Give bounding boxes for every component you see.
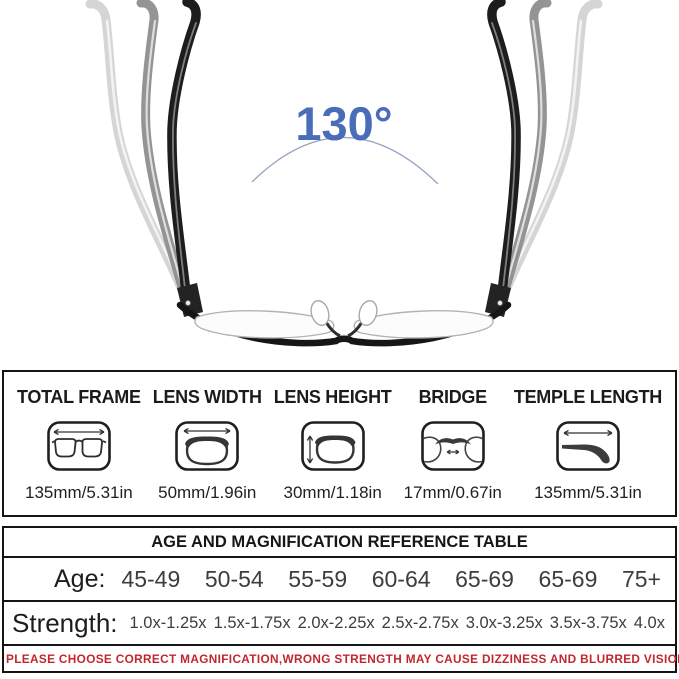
left-lens (194, 310, 335, 339)
left-temple-arms (85, 0, 201, 307)
lens-height-value: 30mm/1.18in (283, 483, 382, 502)
bridge-label: BRIDGE (418, 387, 488, 407)
strength-row-label: Strength: (12, 607, 118, 638)
measurement-total-frame: TOTAL FRAME 135mm/5.31in (17, 372, 141, 515)
strength-range: 3.5x-3.75x (549, 613, 627, 632)
age-range: 50-54 (204, 565, 264, 592)
measurement-bridge: BRIDGE 17mm/0.67in (404, 372, 502, 515)
total-frame-value: 135mm/5.31in (24, 483, 133, 502)
temple-length-value: 135mm/5.31in (534, 483, 642, 502)
bridge-value: 17mm/0.67in (403, 483, 502, 502)
age-range: 65-69 (538, 565, 598, 592)
age-range: 60-64 (371, 565, 431, 592)
measurement-lens-width: LENS WIDTH 50mm/1.96in (153, 372, 262, 515)
age-row-label: Age: (54, 564, 106, 593)
age-range: 55-59 (288, 565, 348, 592)
strength-range: 4.0x (633, 613, 665, 632)
total-frame-icon (47, 420, 111, 471)
age-range: 75+ (621, 565, 661, 592)
lens-width-icon (175, 420, 240, 471)
temple-length-label: TEMPLE LENGTH (513, 387, 662, 407)
measurements-panel: TOTAL FRAME 135mm/5.31in LENS WIDTH (2, 370, 677, 517)
reference-table: AGE AND MAGNIFICATION REFERENCE TABLE Ag… (2, 526, 679, 673)
temple-length-icon (556, 420, 620, 471)
measurement-lens-height: LENS HEIGHT 30mm/1.18in (274, 372, 392, 515)
strength-range: 3.0x-3.25x (465, 613, 543, 632)
lens-height-label: LENS HEIGHT (273, 387, 392, 407)
warning-text: PLEASE CHOOSE CORRECT MAGNIFICATION,WRON… (6, 652, 679, 666)
lens-height-icon (300, 420, 365, 471)
strength-range: 1.5x-1.75x (213, 613, 291, 632)
age-range: 65-69 (455, 565, 514, 592)
total-frame-label: TOTAL FRAME (17, 387, 141, 407)
bridge-icon (420, 420, 485, 471)
angle-arc (251, 136, 439, 185)
glasses-top-view-illustration: 130° (85, 0, 603, 347)
strength-range: 2.5x-2.75x (381, 613, 459, 632)
reference-table-title: AGE AND MAGNIFICATION REFERENCE TABLE (4, 528, 675, 558)
right-lens (353, 310, 494, 339)
angle-label: 130° (295, 97, 392, 150)
strength-row: Strength: 1.0x-1.25x 1.5x-1.75x 2.0x-2.2… (4, 602, 675, 646)
glasses-top-view-drawing: 130° (85, 0, 603, 347)
right-temple-arms (487, 0, 603, 307)
lens-width-value: 50mm/1.96in (158, 483, 257, 502)
strength-range: 2.0x-2.25x (297, 613, 375, 632)
strength-values: 1.0x-1.25x 1.5x-1.75x 2.0x-2.25x 2.5x-2.… (130, 614, 665, 633)
age-range: 45-49 (121, 565, 181, 592)
strength-range: 1.0x-1.25x (129, 613, 207, 632)
measurement-temple-length: TEMPLE LENGTH 135mm/5.31in (514, 372, 662, 515)
lens-width-label: LENS WIDTH (152, 387, 262, 407)
age-values: 45-49 50-54 55-59 60-64 65-69 65-69 75+ (121, 566, 661, 593)
nose-pads (310, 300, 378, 338)
age-row: Age: 45-49 50-54 55-59 60-64 65-69 65-69… (4, 558, 675, 602)
